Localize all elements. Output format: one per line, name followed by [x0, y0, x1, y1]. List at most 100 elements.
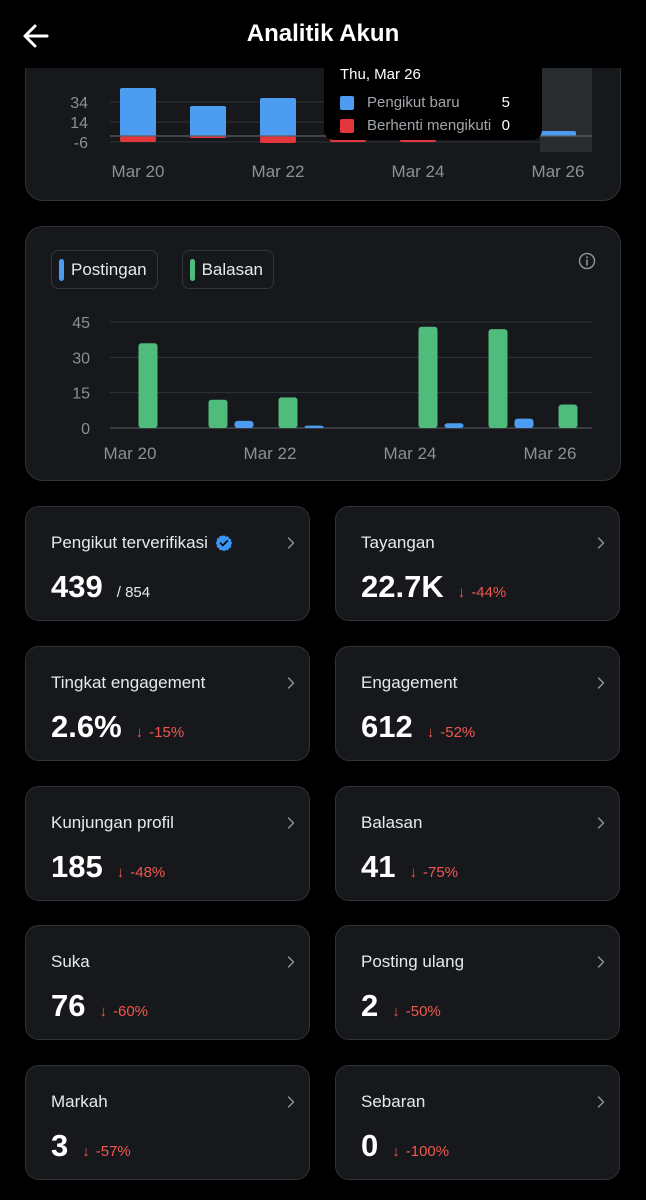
chevron-right-icon — [287, 1096, 295, 1108]
bar-balasan — [488, 329, 508, 428]
bar-balasan — [208, 399, 228, 428]
metric-delta-text: -57% — [95, 1143, 131, 1160]
metric-label: Tingkat engagement — [51, 673, 205, 693]
metric-card[interactable]: Tayangan 22.7K ↓ -44% — [335, 506, 620, 621]
metric-value: 76 — [51, 988, 86, 1023]
metric-label: Tayangan — [361, 533, 435, 553]
metric-value: 3 — [51, 1128, 69, 1163]
bar-new-followers — [540, 131, 576, 136]
down-arrow-icon: ↓ — [116, 864, 125, 881]
metric-value-row: 185 ↓ -48% — [51, 849, 165, 885]
y-tick-label: 34 — [70, 95, 88, 112]
tooltip-swatch-red — [340, 118, 354, 133]
y-tick-label: 14 — [70, 115, 88, 132]
metric-label-text: Tayangan — [361, 533, 435, 552]
followers-bar-chart[interactable]: 34 14 -6 Mar 20 Mar 22 Mar 24 Mar 26 — [26, 0, 621, 201]
down-arrow-icon: ↓ — [457, 584, 466, 601]
metric-label-text: Markah — [51, 1092, 108, 1111]
metric-card[interactable]: Suka 76 ↓ -60% — [25, 925, 310, 1040]
metric-card[interactable]: Posting ulang 2 ↓ -50% — [335, 925, 620, 1040]
metric-label-text: Balasan — [361, 813, 423, 832]
chevron-right-icon — [287, 956, 295, 968]
x-tick-label: Mar 20 — [112, 162, 165, 181]
y-tick-label: 0 — [81, 421, 90, 438]
page-title: Analitik Akun — [246, 20, 400, 47]
metric-delta-text: -50% — [405, 1003, 441, 1020]
tooltip-label: Pengikut baru — [367, 94, 460, 111]
metric-label: Markah — [51, 1092, 108, 1112]
metric-label: Sebaran — [361, 1092, 425, 1112]
top-app-bar: Analitik Akun — [0, 0, 646, 68]
metric-delta: ↓ -15% — [136, 724, 185, 741]
metric-card[interactable]: Kunjungan profil 185 ↓ -48% — [25, 786, 310, 901]
metric-card[interactable]: Balasan 41 ↓ -75% — [335, 786, 620, 901]
y-tick-label: -6 — [74, 135, 88, 152]
metric-delta: ↓ -50% — [392, 1003, 441, 1020]
chevron-right-icon — [597, 677, 605, 689]
metric-label-text: Suka — [51, 952, 90, 971]
metric-label-text: Kunjungan profil — [51, 813, 174, 832]
metric-value-row: 41 ↓ -75% — [361, 849, 458, 885]
bar-new-followers — [260, 98, 296, 136]
metric-label-text: Pengikut terverifikasi — [51, 533, 208, 552]
x-tick-label: Mar 22 — [252, 162, 305, 181]
metric-card[interactable]: Sebaran 0 ↓ -100% — [335, 1065, 620, 1180]
metric-value: 41 — [361, 849, 396, 884]
x-tick-label: Mar 20 — [104, 444, 157, 463]
metric-value: 2 — [361, 988, 379, 1023]
legend-balasan[interactable]: Balasan — [182, 250, 274, 289]
metric-delta: ↓ -57% — [82, 1143, 131, 1160]
chart-tooltip: Thu, Mar 26 Pengikut baru 5 Berhenti men… — [324, 58, 542, 140]
metric-delta: ↓ -48% — [117, 864, 166, 881]
bar-balasan — [138, 343, 158, 428]
metric-delta-text: -60% — [112, 1003, 149, 1020]
chevron-right-icon — [597, 817, 605, 829]
metric-delta: ↓ -100% — [392, 1143, 449, 1160]
metric-label-text: Posting ulang — [361, 952, 465, 971]
metric-delta-text: -44% — [471, 584, 507, 601]
metric-label-text: Tingkat engagement — [51, 673, 206, 692]
tooltip-value: 5 — [501, 94, 510, 111]
metric-card[interactable]: Pengikut terverifikasi 439 / 854 — [25, 506, 310, 621]
y-tick-label: 30 — [72, 350, 90, 367]
chevron-right-icon — [597, 956, 605, 968]
metric-delta-text: -52% — [440, 724, 476, 741]
metric-value: 439 — [51, 569, 103, 604]
x-tick-label: Mar 26 — [532, 162, 585, 181]
metric-delta: ↓ -44% — [458, 584, 507, 601]
metric-value-row: 439 / 854 — [51, 569, 150, 605]
bar-balasan — [558, 404, 578, 428]
chevron-right-icon — [597, 537, 605, 549]
metric-label: Pengikut terverifikasi — [51, 533, 233, 553]
legend-label: Postingan — [71, 259, 147, 279]
legend-label: Balasan — [201, 259, 263, 279]
down-arrow-icon: ↓ — [99, 1003, 107, 1020]
bar-unfollows — [120, 136, 156, 142]
metric-card[interactable]: Markah 3 ↓ -57% — [25, 1065, 310, 1180]
x-tick-label: Mar 24 — [384, 444, 437, 463]
bar-postingan — [444, 423, 464, 428]
metric-card[interactable]: Engagement 612 ↓ -52% — [335, 646, 620, 761]
metric-delta-text: -100% — [405, 1143, 450, 1160]
posts-bar-chart[interactable]: 45 30 15 0 Mar 20 Mar 22 Mar 24 Mar 26 — [26, 227, 621, 481]
metric-label-text: Engagement — [361, 673, 458, 692]
metric-card[interactable]: Tingkat engagement 2.6% ↓ -15% — [25, 646, 310, 761]
down-arrow-icon: ↓ — [392, 1003, 400, 1020]
metric-value: 612 — [361, 709, 413, 744]
metric-value: 0 — [361, 1128, 379, 1163]
info-icon[interactable] — [577, 251, 597, 271]
x-tick-label: Mar 24 — [392, 162, 445, 181]
bar-postingan — [234, 420, 254, 428]
legend-postingan[interactable]: Postingan — [51, 250, 158, 289]
chevron-right-icon — [287, 677, 295, 689]
tooltip-row-unfollows: Berhenti mengikuti 0 — [340, 114, 526, 137]
metric-label: Engagement — [361, 673, 457, 693]
x-tick-label: Mar 26 — [524, 444, 577, 463]
metric-label: Kunjungan profil — [51, 813, 174, 833]
metric-delta: ↓ -75% — [409, 864, 458, 881]
back-arrow-icon[interactable] — [18, 18, 54, 54]
down-arrow-icon: ↓ — [392, 1143, 400, 1160]
bar-new-followers — [190, 106, 226, 136]
bar-postingan — [514, 418, 534, 428]
posts-chart-card: 45 30 15 0 Mar 20 Mar 22 Mar 24 Mar 26 — [25, 226, 621, 481]
